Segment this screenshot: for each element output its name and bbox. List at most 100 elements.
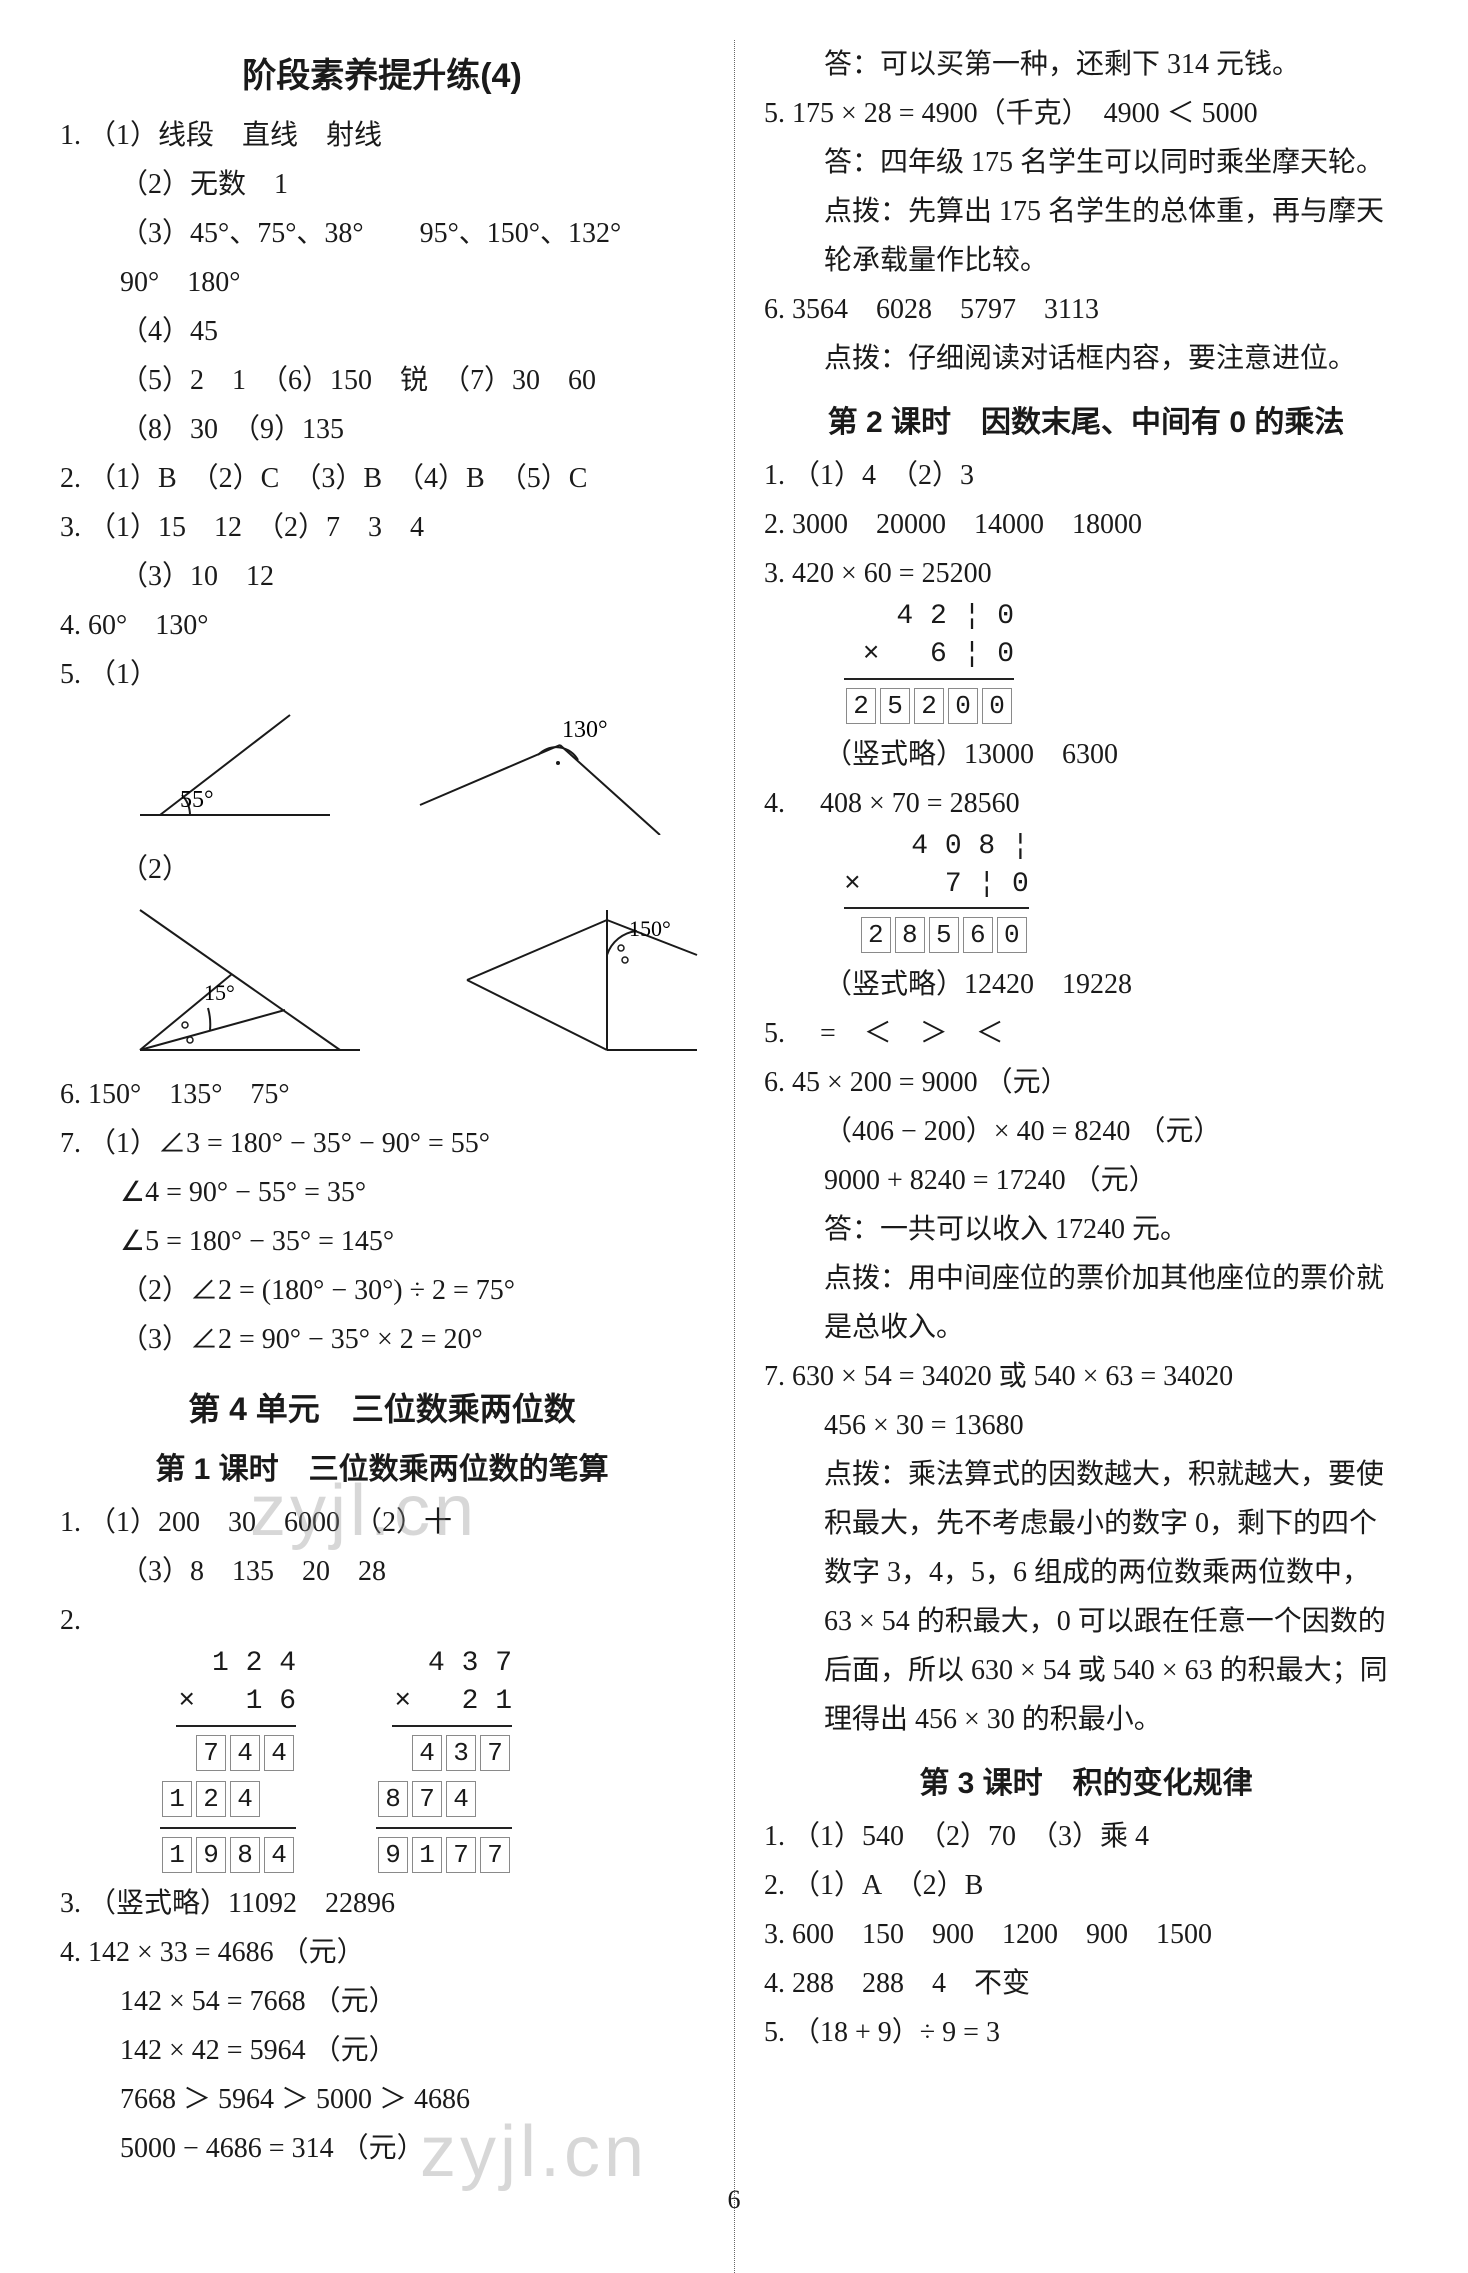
l2q4-head: 4. 408 × 70 = 28560	[764, 779, 1408, 828]
l3q4: 4. 288 288 4 不变	[764, 1959, 1408, 2008]
digit-box: 9	[378, 1837, 408, 1873]
page-number: 6	[728, 2185, 741, 2215]
digit-box: 5	[880, 688, 910, 724]
l1q4-d: 7668 ＞ 5964 ＞ 5000 ＞ 4686	[60, 2075, 704, 2124]
l1q4-b: 142 × 54 = 7668 （元）	[60, 1977, 704, 2026]
q5-2-head: （2）	[60, 845, 704, 894]
q1-2: （2）无数 1	[60, 160, 704, 209]
mult1-top: 1 2 4	[160, 1645, 296, 1683]
digit-box: 4	[230, 1735, 260, 1771]
l1q6-a: 6. 3564 6028 5797 3113	[764, 285, 1408, 334]
l2q1: 1. （1）4 （2）3	[764, 451, 1408, 500]
q1-4: （4）45	[60, 307, 704, 356]
q7-1: 7. （1）∠3 = 180° − 35° − 90° = 55°	[60, 1119, 704, 1168]
l2q2: 2. 3000 20000 14000 18000	[764, 500, 1408, 549]
l2q3-tail: （竖式略）13000 6300	[764, 730, 1408, 779]
l3q5: 5. （18 + 9）÷ 9 = 3	[764, 2008, 1408, 2057]
angle-130-diagram: 130°	[410, 705, 670, 835]
digit-box: 9	[196, 1837, 226, 1873]
l3q3: 3. 600 150 900 1200 900 1500	[764, 1910, 1408, 1959]
digit-box: 6	[963, 917, 993, 953]
mult1-res: 1984	[160, 1833, 296, 1879]
rule-icon	[844, 907, 1029, 909]
lesson1-title: 第 1 课时 三位数乘两位数的笔算	[60, 1444, 704, 1488]
angle-55-diagram: 55°	[120, 705, 350, 835]
page: 阶段素养提升练(4) 1. （1）线段 直线 射线 （2）无数 1 （3）45°…	[0, 0, 1468, 2233]
angle-15-diagram: 15°	[120, 900, 377, 1060]
l1q1-b: （3）8 135 20 28	[60, 1547, 704, 1596]
l1q4-a: 4. 142 × 33 = 4686 （元）	[60, 1928, 704, 1977]
q5-1-head: 5. （1）	[60, 650, 704, 699]
calc1-top: 4 2 ¦ 0	[844, 598, 1014, 636]
calc-420x60: 4 2 ¦ 0 × 6 ¦ 0 25200	[844, 598, 1014, 730]
digit-box: 7	[412, 1781, 442, 1817]
mult2-mid: × 2 1	[376, 1683, 512, 1721]
l2q4-tail: （竖式略）12420 19228	[764, 960, 1408, 1009]
angle-150-label: 150°	[629, 916, 671, 941]
mult-437x21: 4 3 7 × 2 1 437 874 9177	[376, 1645, 512, 1879]
angle-150-diagram: 150°	[437, 900, 704, 1060]
q1-5: （5）2 1 （6）150 锐 （7）30 60	[60, 356, 704, 405]
q5-2-diagrams: 15° 150°	[60, 900, 704, 1060]
column-divider	[734, 40, 735, 2273]
l1q4-c: 142 × 42 = 5964 （元）	[60, 2026, 704, 2075]
l2q7-f: 63 × 54 的积最大，0 可以跟在任意一个因数的	[764, 1597, 1408, 1646]
rule-icon	[176, 1725, 296, 1727]
digit-box: 3	[446, 1735, 476, 1771]
mult2-r2: 874	[376, 1777, 512, 1823]
q3-b: （3）10 12	[60, 552, 704, 601]
digit-box: 8	[895, 917, 925, 953]
lesson2-title: 第 2 课时 因数末尾、中间有 0 的乘法	[764, 397, 1408, 441]
calc1-mid: × 6 ¦ 0	[844, 636, 1014, 674]
l3q1: 1. （1）540 （2）70 （3）乘 4	[764, 1812, 1408, 1861]
digit-box: 7	[196, 1735, 226, 1771]
digit-box: 4	[230, 1781, 260, 1817]
l1q4-e: 5000 − 4686 = 314 （元）	[60, 2124, 704, 2173]
digit-box: 1	[162, 1781, 192, 1817]
l2q6-a: 6. 45 × 200 = 9000 （元）	[764, 1058, 1408, 1107]
l1q4-f: 答：可以买第一种，还剩下 314 元钱。	[764, 40, 1408, 89]
digit-box: 2	[861, 917, 891, 953]
digit-box: 8	[230, 1837, 260, 1873]
digit-box: 2	[196, 1781, 226, 1817]
right-column: 答：可以买第一种，还剩下 314 元钱。 5. 175 × 28 = 4900（…	[734, 40, 1408, 2173]
l1q5-c: 点拨：先算出 175 名学生的总体重，再与摩天	[764, 187, 1408, 236]
mult1-mid: × 1 6	[160, 1683, 296, 1721]
l1q6-b: 点拨：仔细阅读对话框内容，要注意进位。	[764, 334, 1408, 383]
digit-box: 4	[264, 1837, 294, 1873]
calc1-res: 25200	[844, 684, 1014, 730]
l2q6-f: 是总收入。	[764, 1303, 1408, 1352]
l2q6-d: 答：一共可以收入 17240 元。	[764, 1205, 1408, 1254]
digit-box: 2	[846, 688, 876, 724]
l2q6-e: 点拨：用中间座位的票价加其他座位的票价就	[764, 1254, 1408, 1303]
l1q5-b: 答：四年级 175 名学生可以同时乘坐摩天轮。	[764, 138, 1408, 187]
mult1-r2: 124	[160, 1777, 296, 1823]
q4: 4. 60° 130°	[60, 601, 704, 650]
calc2-top: 4 0 8 ¦	[844, 828, 1029, 866]
l2q6-b: （406 − 200）× 40 = 8240 （元）	[764, 1107, 1408, 1156]
rule-icon	[160, 1827, 296, 1829]
l2q7-d: 积最大，先不考虑最小的数字 0，剩下的四个	[764, 1499, 1408, 1548]
l2q7-e: 数字 3，4，5，6 组成的两位数乘两位数中，	[764, 1548, 1408, 1597]
l2q7-a: 7. 630 × 54 = 34020 或 540 × 63 = 34020	[764, 1352, 1408, 1401]
calc2-mid: × 7 ¦ 0	[844, 866, 1029, 904]
digit-box: 7	[446, 1837, 476, 1873]
q6: 6. 150° 135° 75°	[60, 1070, 704, 1119]
unit4-title: 第 4 单元 三位数乘两位数	[60, 1384, 704, 1430]
mult2-top: 4 3 7	[376, 1645, 512, 1683]
calc-408x70: 4 0 8 ¦ × 7 ¦ 0 28560	[844, 828, 1029, 960]
digit-box: 7	[480, 1837, 510, 1873]
q3-a: 3. （1）15 12 （2）7 3 4	[60, 503, 704, 552]
lesson3-title: 第 3 课时 积的变化规律	[764, 1758, 1408, 1802]
q7-5: （3）∠2 = 90° − 35° × 2 = 20°	[60, 1315, 704, 1364]
l1q5-d: 轮承载量作比较。	[764, 236, 1408, 285]
l1q1-a: 1. （1）200 30 6000 （2）十	[60, 1498, 704, 1547]
q1-6: （8）30 （9）135	[60, 405, 704, 454]
digit-box: 2	[914, 688, 944, 724]
angle-130-label: 130°	[562, 717, 608, 743]
l2q7-g: 后面，所以 630 × 54 或 540 × 63 的积最大；同	[764, 1646, 1408, 1695]
l3q2: 2. （1）A （2）B	[764, 1861, 1408, 1910]
digit-box: 8	[378, 1781, 408, 1817]
angle-55-label: 55°	[180, 787, 214, 813]
q1-3b: 90° 180°	[60, 258, 704, 307]
